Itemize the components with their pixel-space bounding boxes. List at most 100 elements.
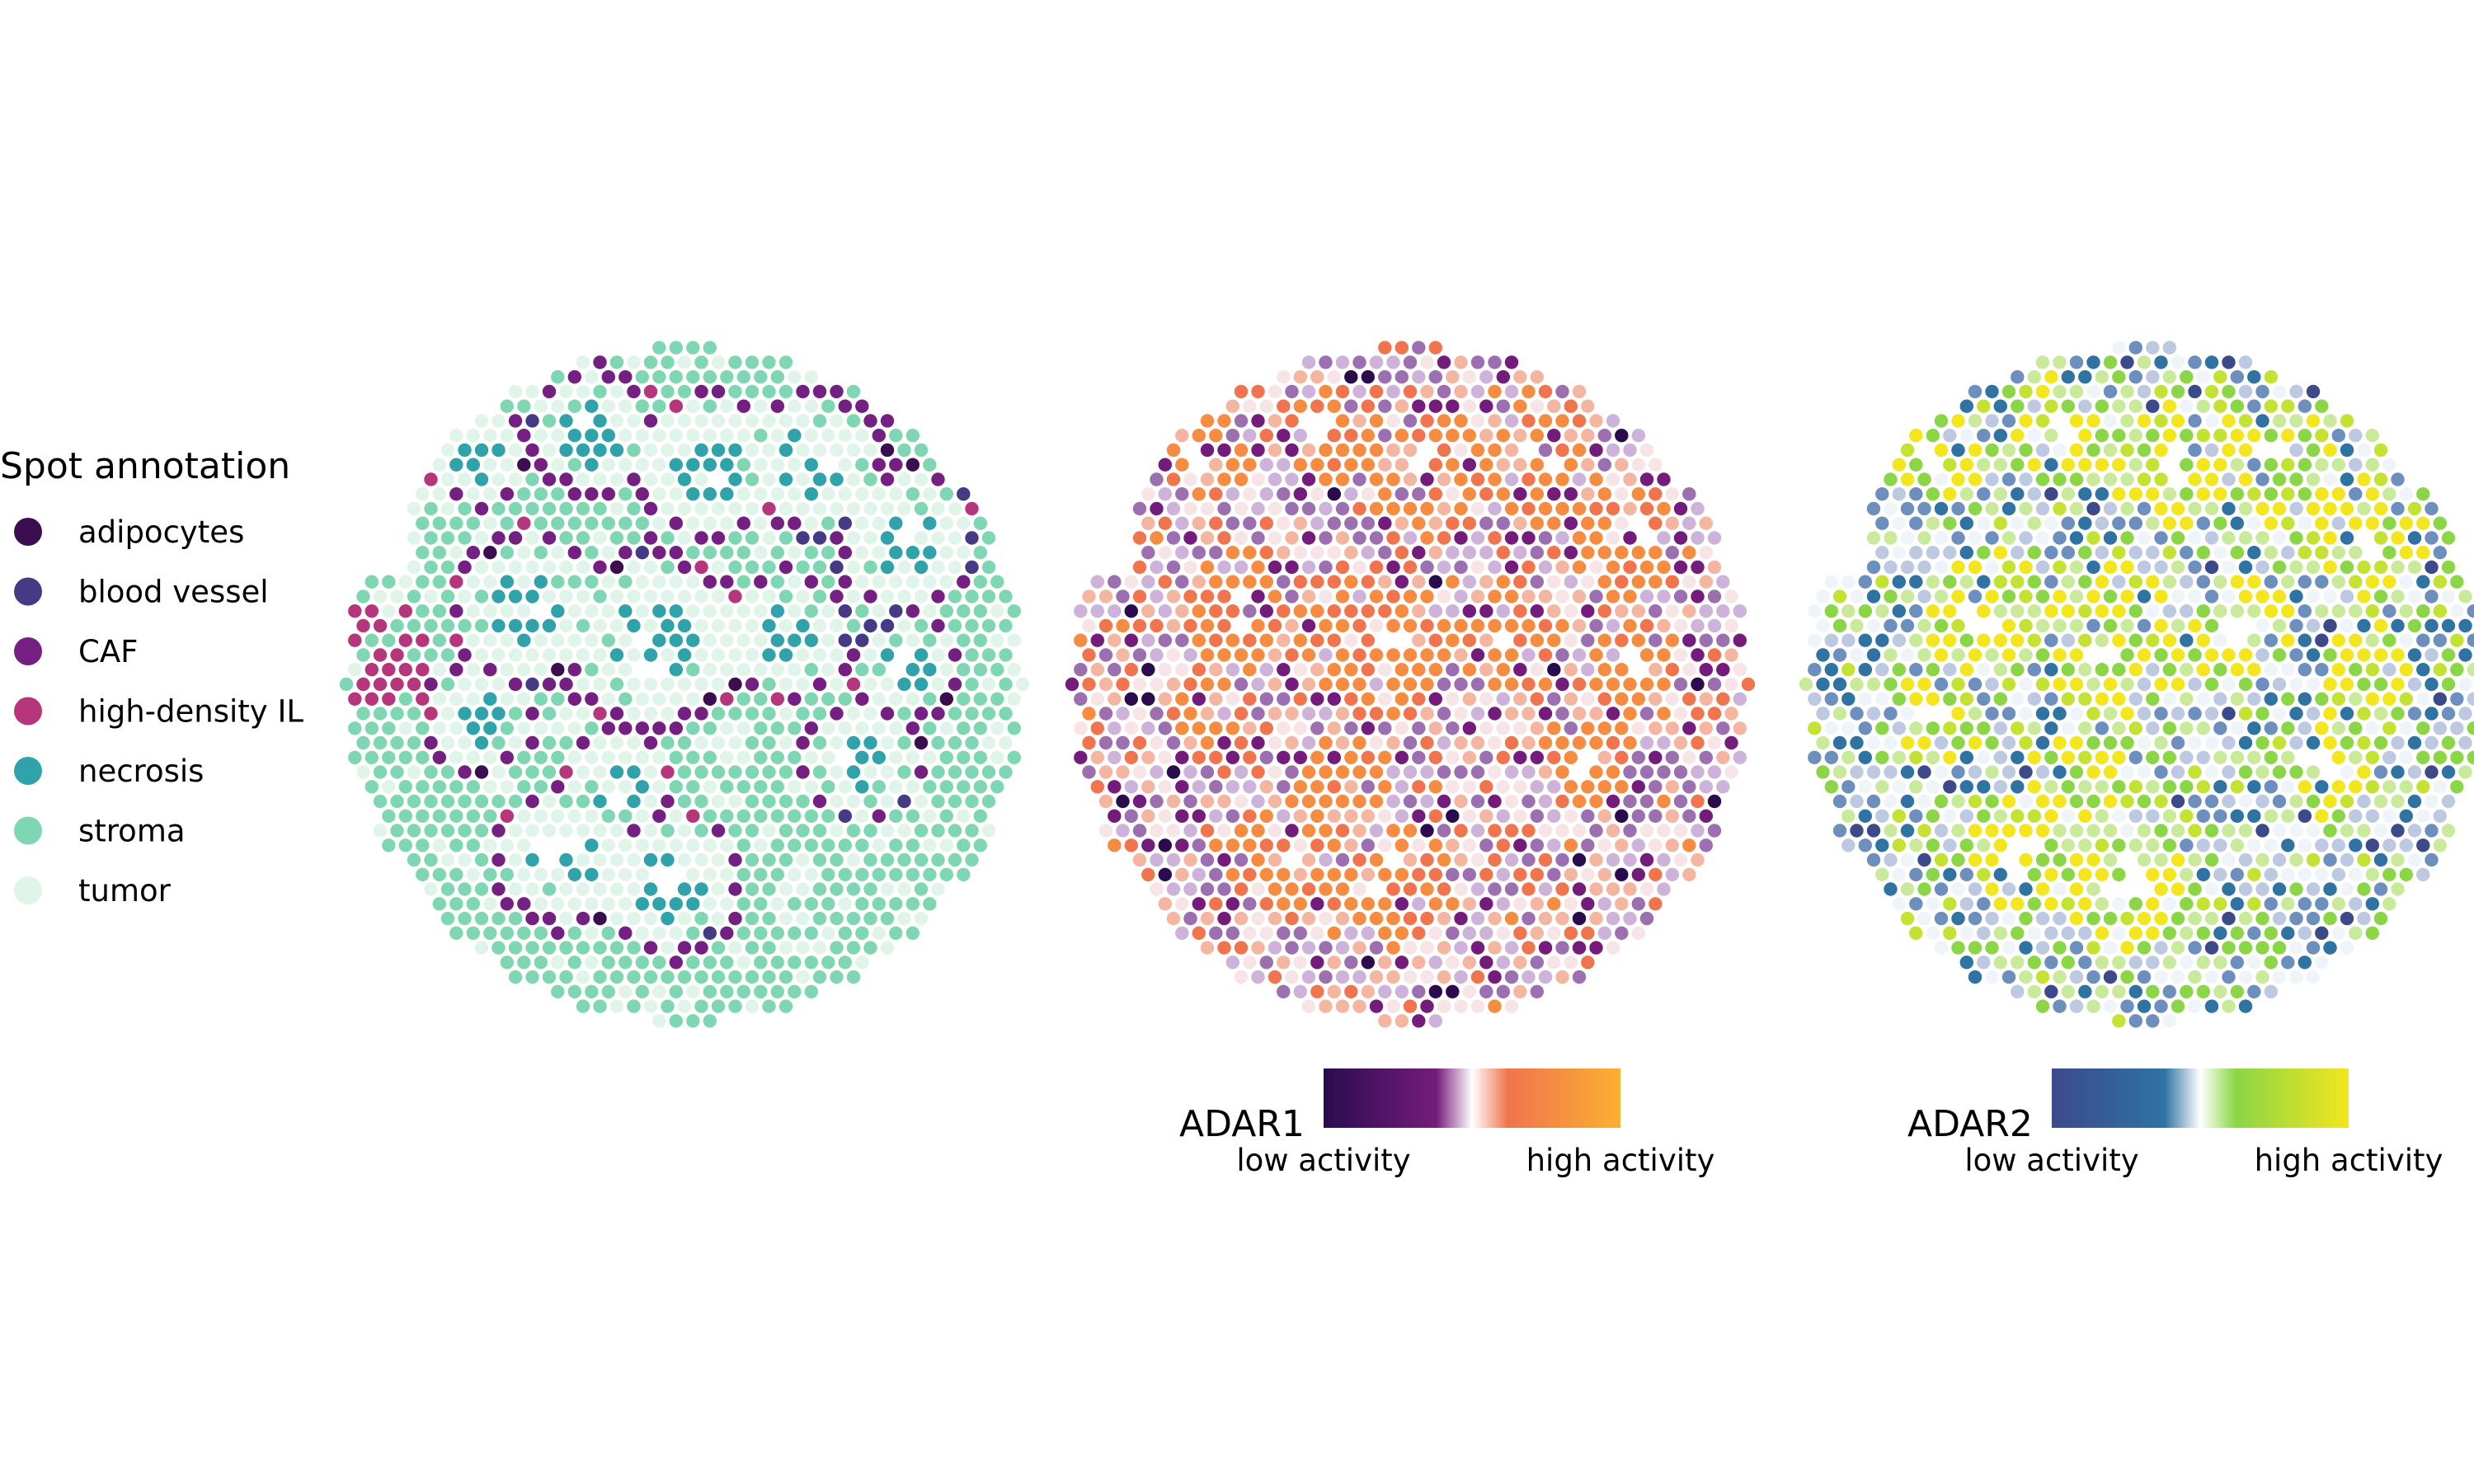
spot-point [2331, 809, 2345, 823]
spot-point [449, 867, 463, 882]
spot-point [1513, 897, 1527, 911]
spot-point [2315, 663, 2329, 677]
spot-point [1428, 663, 1443, 677]
spot-point [559, 765, 573, 779]
spot-point [1824, 750, 1838, 764]
spot-point [669, 575, 683, 589]
spot-point [551, 399, 565, 413]
spot-point [669, 721, 683, 735]
spot-point [1217, 531, 1231, 545]
spot-point [2162, 370, 2176, 384]
spot-point [1277, 399, 1291, 413]
spot-point [2213, 838, 2227, 852]
spot-point [2365, 516, 2379, 530]
spot-point [2365, 429, 2379, 443]
spot-point [1369, 531, 1384, 545]
spot-point [1166, 472, 1181, 486]
spot-point [618, 721, 633, 735]
spot-point [2137, 560, 2152, 575]
spot-point [2146, 487, 2160, 501]
spot-point [2425, 852, 2439, 867]
spot-point [2180, 487, 2194, 501]
spot-point [720, 809, 734, 823]
spot-point [643, 882, 658, 896]
spot-point [2188, 589, 2202, 603]
spot-point [1200, 589, 1215, 603]
spot-point [1959, 838, 1973, 852]
spot-point [669, 838, 683, 852]
spot-point [804, 516, 818, 530]
spot-point [525, 560, 539, 575]
spot-point [1209, 663, 1223, 677]
spot-point [1682, 663, 1696, 677]
adar1-low-label: low activity [1236, 1143, 1410, 1178]
spot-point [466, 897, 480, 911]
spot-point [609, 999, 624, 1013]
spot-point [2458, 648, 2472, 662]
spot-point [1327, 809, 1342, 823]
spot-point [939, 809, 954, 823]
spot-point [1361, 867, 1376, 882]
spot-point [551, 956, 565, 970]
spot-point [1623, 824, 1637, 838]
spot-point [618, 867, 633, 882]
spot-point [931, 472, 945, 486]
spot-point [2213, 692, 2227, 706]
spot-point [1816, 707, 1830, 721]
spot-point [1378, 340, 1392, 355]
spot-point [788, 984, 802, 999]
spot-point [2069, 852, 2084, 867]
spot-point [1352, 852, 1366, 867]
spot-point [1285, 589, 1299, 603]
spot-point [1733, 633, 1747, 647]
spot-point [1454, 589, 1468, 603]
spot-point [1985, 443, 1999, 458]
spot-point [492, 824, 506, 838]
spot-point [2180, 575, 2194, 589]
spot-point [1968, 384, 1982, 399]
spot-point [1344, 633, 1358, 647]
spot-point [2061, 663, 2075, 677]
spot-point [1454, 882, 1468, 896]
spot-point [1934, 589, 1949, 603]
spot-point [2407, 824, 2422, 838]
spot-point [2306, 735, 2321, 750]
spot-point [2086, 852, 2100, 867]
spot-point [466, 838, 480, 852]
spot-point [2128, 340, 2142, 355]
spot-point [2357, 501, 2371, 516]
spot-point [474, 560, 489, 575]
spot-point [1547, 809, 1561, 823]
spot-point [1098, 735, 1113, 750]
spot-point [627, 735, 641, 750]
spot-point [1361, 516, 1376, 530]
spot-point [1959, 780, 1973, 794]
spot-point [804, 487, 818, 501]
spot-point [720, 780, 734, 794]
spot-point [2230, 546, 2244, 560]
spot-point [1344, 809, 1358, 823]
spot-point [500, 663, 514, 677]
spot-point [1293, 516, 1308, 530]
spot-point [1446, 487, 1460, 501]
spot-point [1985, 852, 1999, 867]
spot-point [2425, 589, 2439, 603]
spot-point [1639, 852, 1654, 867]
spot-point [2061, 692, 2075, 706]
spot-point [846, 443, 861, 458]
spot-point [407, 677, 421, 692]
spot-point [365, 575, 379, 589]
spot-point [1985, 824, 1999, 838]
spot-point [1917, 852, 1931, 867]
spot-point [1841, 809, 1856, 823]
spot-point [711, 970, 726, 984]
spot-point [2095, 780, 2109, 794]
spot-point [1488, 560, 1502, 575]
spot-point [416, 575, 430, 589]
spot-point [711, 443, 726, 458]
spot-point [2349, 633, 2363, 647]
spot-point [1098, 707, 1113, 721]
spot-point [1555, 911, 1569, 926]
spot-point [1344, 897, 1358, 911]
spot-point [458, 560, 472, 575]
